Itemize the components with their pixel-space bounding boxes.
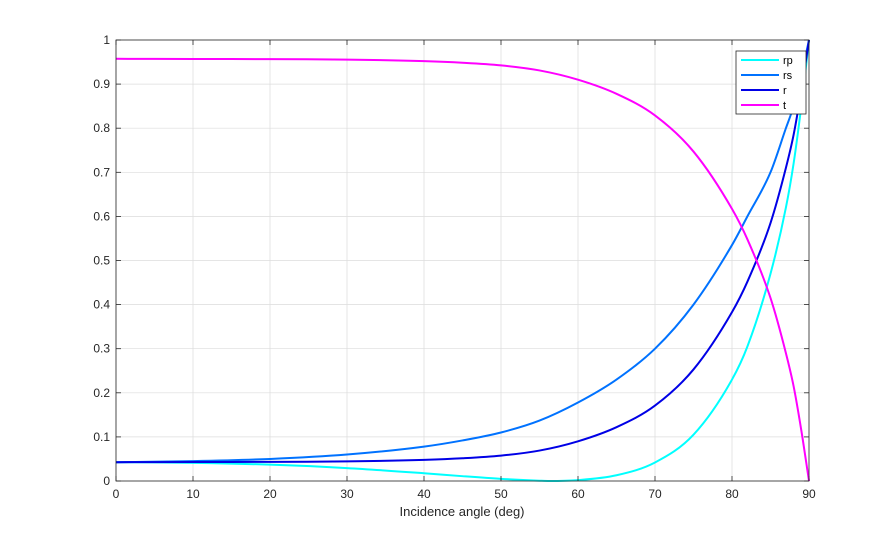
x-tick-label: 40 bbox=[417, 487, 431, 501]
y-tick-label: 0.4 bbox=[93, 298, 110, 312]
y-tick-label: 0 bbox=[103, 474, 110, 488]
legend-box bbox=[735, 50, 807, 115]
y-tick-label: 0.8 bbox=[93, 121, 110, 135]
legend-label-rs: rs bbox=[783, 70, 793, 82]
y-ticks: 0 0.1 0.2 0.3 0.4 0.5 0.6 0.7 0.8 0.9 1 bbox=[93, 33, 809, 488]
legend-label-rp: rp bbox=[783, 55, 793, 67]
y-tick-label: 1 bbox=[103, 33, 110, 47]
x-ticks: 0 10 20 30 40 50 60 70 80 90 bbox=[113, 40, 816, 501]
legend-label-r: r bbox=[783, 85, 787, 97]
y-tick-label: 0.2 bbox=[93, 386, 110, 400]
y-tick-label: 0.6 bbox=[93, 209, 110, 223]
x-tick-label: 10 bbox=[186, 487, 200, 501]
y-tick-label: 0.3 bbox=[93, 342, 110, 356]
x-tick-label: 70 bbox=[648, 487, 662, 501]
x-tick-label: 30 bbox=[340, 487, 354, 501]
x-tick-label: 90 bbox=[802, 487, 816, 501]
y-tick-label: 0.5 bbox=[93, 254, 110, 268]
series-line-t bbox=[115, 57, 810, 482]
series-layer bbox=[115, 39, 810, 482]
legend-label-t: t bbox=[783, 100, 786, 112]
legend: rp rs rt bbox=[735, 50, 807, 115]
x-axis-label: Incidence angle (deg) bbox=[399, 504, 524, 519]
x-tick-label: 80 bbox=[725, 487, 739, 501]
x-tick-label: 50 bbox=[494, 487, 508, 501]
y-tick-label: 0.9 bbox=[93, 77, 110, 91]
x-tick-label: 60 bbox=[571, 487, 585, 501]
x-tick-label: 20 bbox=[263, 487, 277, 501]
x-tick-label: 0 bbox=[113, 487, 120, 501]
y-tick-label: 0.7 bbox=[93, 165, 110, 179]
series-line-rs bbox=[115, 39, 810, 464]
y-tick-label: 0.1 bbox=[93, 430, 110, 444]
series-line-r bbox=[115, 39, 810, 464]
series-line-rp bbox=[115, 39, 810, 482]
